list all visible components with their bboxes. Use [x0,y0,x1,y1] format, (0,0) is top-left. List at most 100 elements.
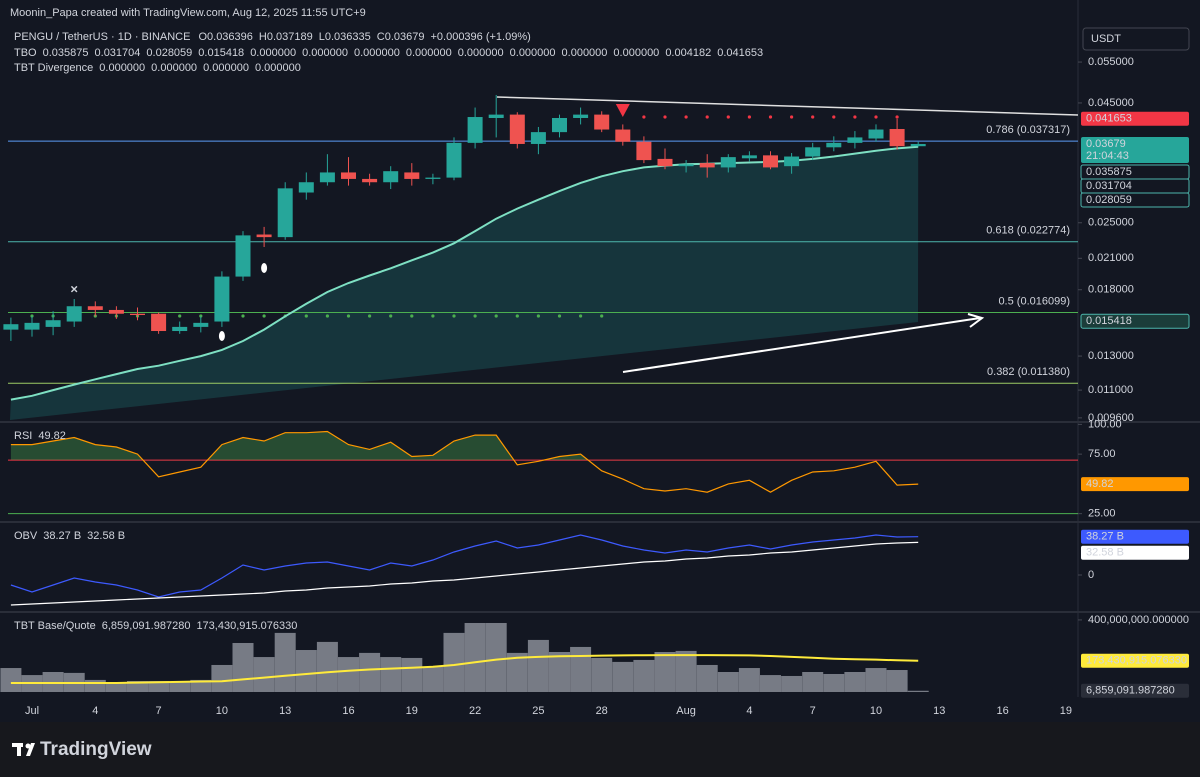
x-tick-label: 10 [870,705,882,717]
series-last-value: 6,859,091.987280 [102,620,191,632]
trendline [496,96,1079,116]
series-last-value: 49.82 [38,430,66,442]
value-box-bg [1081,653,1189,668]
price-box-bg [1080,313,1190,329]
candle-body [108,309,124,314]
ohlc-letter: O [198,31,207,43]
y-tick-label: 0.009600 [1088,412,1134,424]
x-tick-label: 19 [1060,705,1072,717]
ohlc-letter: C [377,31,385,43]
x-tick-label: 4 [746,705,752,717]
candle-body [362,178,378,183]
footer-band [0,722,1200,777]
series-last-value: 173,430,915.076330 [196,620,297,632]
y-tick-label: 400,000,000.000000 [1088,614,1189,626]
x-tick-label: 4 [92,705,98,717]
signal-dot [262,314,266,318]
value-box: 38.27 B [1086,531,1124,543]
value-box: 32.58 B [1086,547,1124,559]
candle-body [615,129,631,142]
signal-dot [368,314,372,318]
x-tick-label: 13 [279,705,291,717]
divergence-value: 0.000000 [99,62,145,74]
volume-bar [295,650,317,692]
candle-body [573,114,589,118]
candle-body [763,155,778,168]
currency-box [1082,27,1190,51]
candle-body [784,156,800,167]
footer-logo: TradingView [40,739,152,760]
volume-bar [738,668,760,692]
volume-bar [527,639,549,692]
tbo-value: 0.000000 [302,47,348,59]
signal-dot [726,115,730,119]
candle-body [530,132,546,144]
currency: USDT [1091,33,1121,45]
y-tick-label: 75.00 [1088,448,1116,460]
volume-bar [570,646,592,692]
volume-bar [717,672,739,692]
series-name: OBV [14,530,38,542]
signal-dot [410,314,414,318]
signal-dot [747,115,752,119]
y-tick-label: 100.00 [1088,418,1122,430]
fib-label: 0.786 (0.037317) [986,124,1070,136]
value-box-bg [1081,683,1189,698]
signal-dot [452,314,456,318]
price-box: 0.015418 [1086,315,1132,327]
value-box-bg [1081,477,1189,492]
volume-bar [781,675,803,692]
signal-dot [705,115,709,119]
candle-body [45,320,61,327]
volume-bar [127,681,148,692]
signal-dot [557,314,562,318]
volume-bar [253,657,275,692]
x-tick-label: Aug [676,705,696,717]
signal-dot [600,314,604,318]
candle-body [847,137,863,143]
x-tick-label: 28 [596,705,608,717]
candle-body [235,235,251,277]
tbo-value: 0.015418 [198,47,244,59]
candle-body [446,142,462,178]
fib-label: 0.382 (0.011380) [987,366,1070,378]
logo-icon [12,743,35,756]
volume-bar [274,632,296,692]
candle-body [509,114,525,144]
y-tick-label: 0.018000 [1088,284,1134,296]
signal-dot [178,314,182,318]
volume-bar [654,652,676,692]
signal-dot [389,314,393,318]
signal-dot [663,115,667,119]
value-box: 173,430,915.076330 [1086,655,1187,667]
candle-body [657,158,673,167]
tbo-value: 0.000000 [406,47,452,59]
tbo-value: 0.000000 [250,47,296,59]
sell-signal [615,104,630,117]
signal-dot [304,314,308,318]
candle-body [699,163,715,168]
volume-bar [485,622,507,692]
signal-dot [30,314,34,318]
x-tick-label: 7 [810,705,816,717]
y-tick-label: 0.021000 [1088,252,1134,264]
x-tick-label: 16 [342,705,354,717]
price-box: 0.031704 [1086,180,1132,192]
value-box: 6,859,091.987280 [1086,685,1175,697]
series-last-value: 38.27 B [43,530,81,542]
candle-body [298,182,314,193]
panel-title: TBT Base/Quote [14,620,96,632]
signal-dot [473,314,477,318]
candle-body [319,172,335,183]
candle-body [24,322,40,330]
credit: Moonin_Papa created with TradingView.com… [10,7,366,19]
candle-body [826,142,842,148]
volume-bar [464,622,486,692]
x-tick-label: 22 [469,705,481,717]
volume-bar [443,632,465,692]
overbought-fill [10,431,589,461]
candle-body [193,322,209,327]
volume-bar [232,642,254,692]
y-tick-label: 0.045000 [1088,97,1134,109]
value-box-bg [1081,545,1189,560]
